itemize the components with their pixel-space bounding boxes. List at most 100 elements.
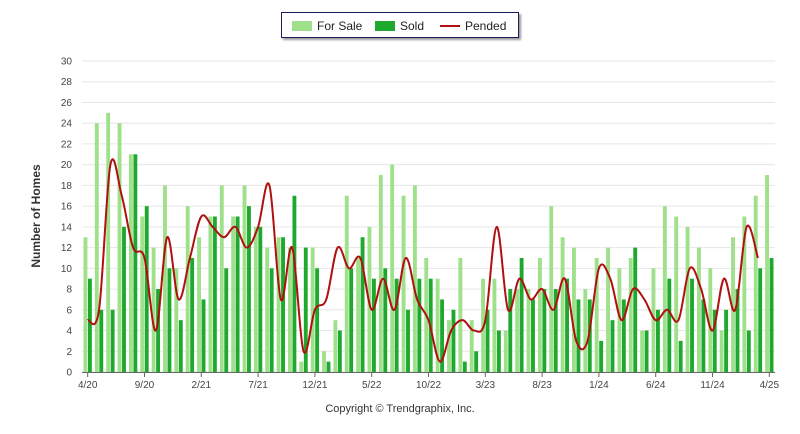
for-sale-bar <box>617 268 622 372</box>
for-sale-bar <box>594 257 599 372</box>
sold-bar <box>542 289 547 372</box>
for-sale-bar <box>83 237 88 372</box>
sold-bar <box>133 154 138 372</box>
y-axis-title: Number of Homes <box>29 164 43 268</box>
for-sale-bar <box>458 257 463 372</box>
for-sale-bar <box>208 216 213 372</box>
sold-bar <box>553 289 558 372</box>
for-sale-bar <box>674 216 679 372</box>
for-sale-bar <box>503 330 508 372</box>
for-sale-bar <box>401 195 406 372</box>
sold-bar <box>644 330 649 372</box>
for-sale-bar <box>276 237 281 372</box>
for-sale-bar <box>662 206 667 372</box>
for-sale-bar <box>583 289 588 372</box>
sold-bar <box>712 309 717 372</box>
bars-layer <box>83 112 774 372</box>
for-sale-bar <box>719 330 724 372</box>
for-sale-bar <box>640 330 645 372</box>
for-sale-bar <box>685 226 690 372</box>
for-sale-bar <box>299 361 304 372</box>
x-tick-label: 4/20 <box>78 380 98 391</box>
legend-item-for-sale[interactable]: For Sale <box>292 19 362 33</box>
x-tick-label: 6/24 <box>646 380 666 391</box>
sold-bar <box>746 330 751 372</box>
sold-bar <box>167 268 172 372</box>
for-sale-bar <box>128 154 133 372</box>
sold-bar <box>349 268 354 372</box>
for-sale-bar <box>378 175 383 372</box>
sold-bar <box>212 216 217 372</box>
x-tick-label: 1/24 <box>589 380 609 391</box>
for-sale-bar <box>140 216 145 372</box>
sold-bar <box>269 268 274 372</box>
legend-item-pended[interactable]: Pended <box>440 19 506 33</box>
for-sale-bar <box>412 185 417 372</box>
sold-bar <box>769 257 774 372</box>
sold-bar <box>417 278 422 372</box>
legend: For Sale Sold Pended <box>281 12 519 38</box>
sold-bar <box>258 226 263 372</box>
x-tick-label: 5/22 <box>362 380 382 391</box>
sold-bar <box>201 299 206 372</box>
sold-bar <box>587 299 592 372</box>
x-tick-label: 8/23 <box>532 380 552 391</box>
y-tick-label: 30 <box>61 57 73 68</box>
y-tick-label: 6 <box>66 305 72 316</box>
copyright-text: Copyright © Trendgraphix, Inc. <box>325 403 475 415</box>
for-sale-bar <box>765 175 770 372</box>
sold-bar <box>474 351 479 372</box>
sold-bar <box>565 278 569 372</box>
for-sale-bar <box>310 247 315 372</box>
sold-bar <box>440 299 445 372</box>
for-sale-bar <box>628 257 633 372</box>
for-sale-bar <box>231 216 236 372</box>
for-sale-bar <box>219 185 224 372</box>
sold-bar <box>758 268 763 372</box>
sold-bar <box>519 257 524 372</box>
y-tick-label: 20 <box>61 160 73 171</box>
for-sale-bar <box>117 123 122 372</box>
sold-bar <box>735 289 740 372</box>
x-tick-label: 2/21 <box>192 380 212 391</box>
sold-bar <box>337 330 342 372</box>
sold-bar <box>724 309 729 372</box>
x-tick-label: 9/20 <box>135 380 155 391</box>
sold-bar <box>485 309 490 372</box>
for-sale-bar <box>94 123 99 372</box>
for-sale-bar <box>606 247 610 372</box>
pended-line <box>86 158 759 363</box>
for-sale-bar <box>515 289 520 372</box>
legend-label-pended: Pended <box>465 19 507 33</box>
x-tick-label: 11/24 <box>700 380 725 391</box>
for-sale-bar <box>435 278 440 372</box>
for-sale-bar <box>344 195 349 372</box>
sold-bar <box>281 237 285 372</box>
x-axis <box>82 372 775 377</box>
for-sale-bar <box>469 320 474 372</box>
for-sale-swatch <box>292 21 312 31</box>
legend-item-sold[interactable]: Sold <box>375 19 424 33</box>
sold-bar <box>87 278 92 372</box>
for-sale-bar <box>163 185 167 372</box>
y-tick-label: 14 <box>61 222 73 233</box>
legend-label-sold: Sold <box>400 19 425 33</box>
for-sale-bar <box>731 237 735 372</box>
sold-bar <box>303 247 308 372</box>
for-sale-bar <box>651 268 656 372</box>
for-sale-bar <box>390 164 395 372</box>
for-sale-bar <box>560 237 565 372</box>
for-sale-bar <box>526 289 531 372</box>
sold-bar <box>656 309 660 372</box>
sold-bar <box>326 361 331 372</box>
x-tick-labels: 4/20 9/20 2/21 7/21 12/21 5/22 10/22 3/23 8/23 1/… <box>78 380 780 391</box>
pended-line-layer <box>86 158 759 363</box>
sold-bar <box>144 206 149 372</box>
sold-bar <box>451 309 456 372</box>
sold-bar <box>496 330 501 372</box>
y-tick-label: 22 <box>61 139 73 150</box>
for-sale-bar <box>753 195 758 372</box>
y-tick-label: 18 <box>61 181 73 192</box>
sold-bar <box>576 299 581 372</box>
